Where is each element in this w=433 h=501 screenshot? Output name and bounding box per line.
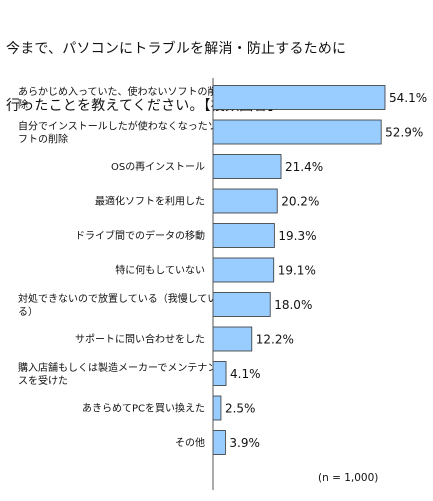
bars (212, 85, 386, 455)
bar (212, 257, 275, 283)
value-label: 18.0% (274, 298, 312, 312)
value-label: 2.5% (225, 402, 256, 416)
value-label: 21.4% (285, 160, 323, 174)
category-label: 対処できないので放置している（我慢している） (18, 292, 217, 318)
bar (212, 85, 386, 110)
bar (212, 154, 282, 179)
bar (212, 326, 253, 352)
category-labels: あらかじめ入っていた、使わないソフトの削除自分でインストールしたが使わなくなった… (18, 85, 218, 449)
bar (212, 292, 271, 317)
category-label: ドライブ間でのデータの移動 (75, 229, 205, 242)
category-label: サポートに問い合わせをした (75, 333, 205, 346)
bar (212, 119, 382, 145)
category-label: OSの再インストール (111, 161, 205, 173)
value-label: 52.9% (385, 126, 423, 140)
category-label: あきらめてPCを買い換えた (82, 403, 205, 415)
category-label: 最適化ソフトを利用した (95, 195, 205, 208)
value-label: 54.1% (389, 91, 427, 105)
category-label: その他 (175, 436, 205, 449)
value-label: 12.2% (256, 333, 294, 347)
bar (212, 223, 275, 248)
value-label: 19.3% (278, 229, 316, 243)
value-labels: 54.1% 52.9% 21.4% 20.2% 19.3% 19.1% 18.0% 12.2%… (225, 91, 427, 450)
bar (212, 188, 278, 214)
category-label: 特に何もしていない (115, 264, 205, 277)
value-label: 20.2% (281, 195, 319, 209)
category-label: 購入店舗もしくは製造メーカーでメンテナンスを受けた (18, 361, 217, 387)
title-line-1: 今まで、パソコンにトラブルを解消・防止するために (6, 41, 347, 57)
bar (212, 395, 222, 421)
value-label: 19.1% (278, 264, 316, 278)
value-label: 3.9% (229, 436, 260, 450)
sample-size-note: (n = 1,000) (318, 472, 378, 484)
value-label: 4.1% (230, 367, 261, 381)
bar (212, 361, 227, 386)
category-label: 自分でインストールしたが使わなくなったソフトの削除 (18, 120, 218, 146)
bar (212, 430, 226, 455)
category-label: あらかじめ入っていた、使わないソフトの削除 (18, 85, 218, 111)
